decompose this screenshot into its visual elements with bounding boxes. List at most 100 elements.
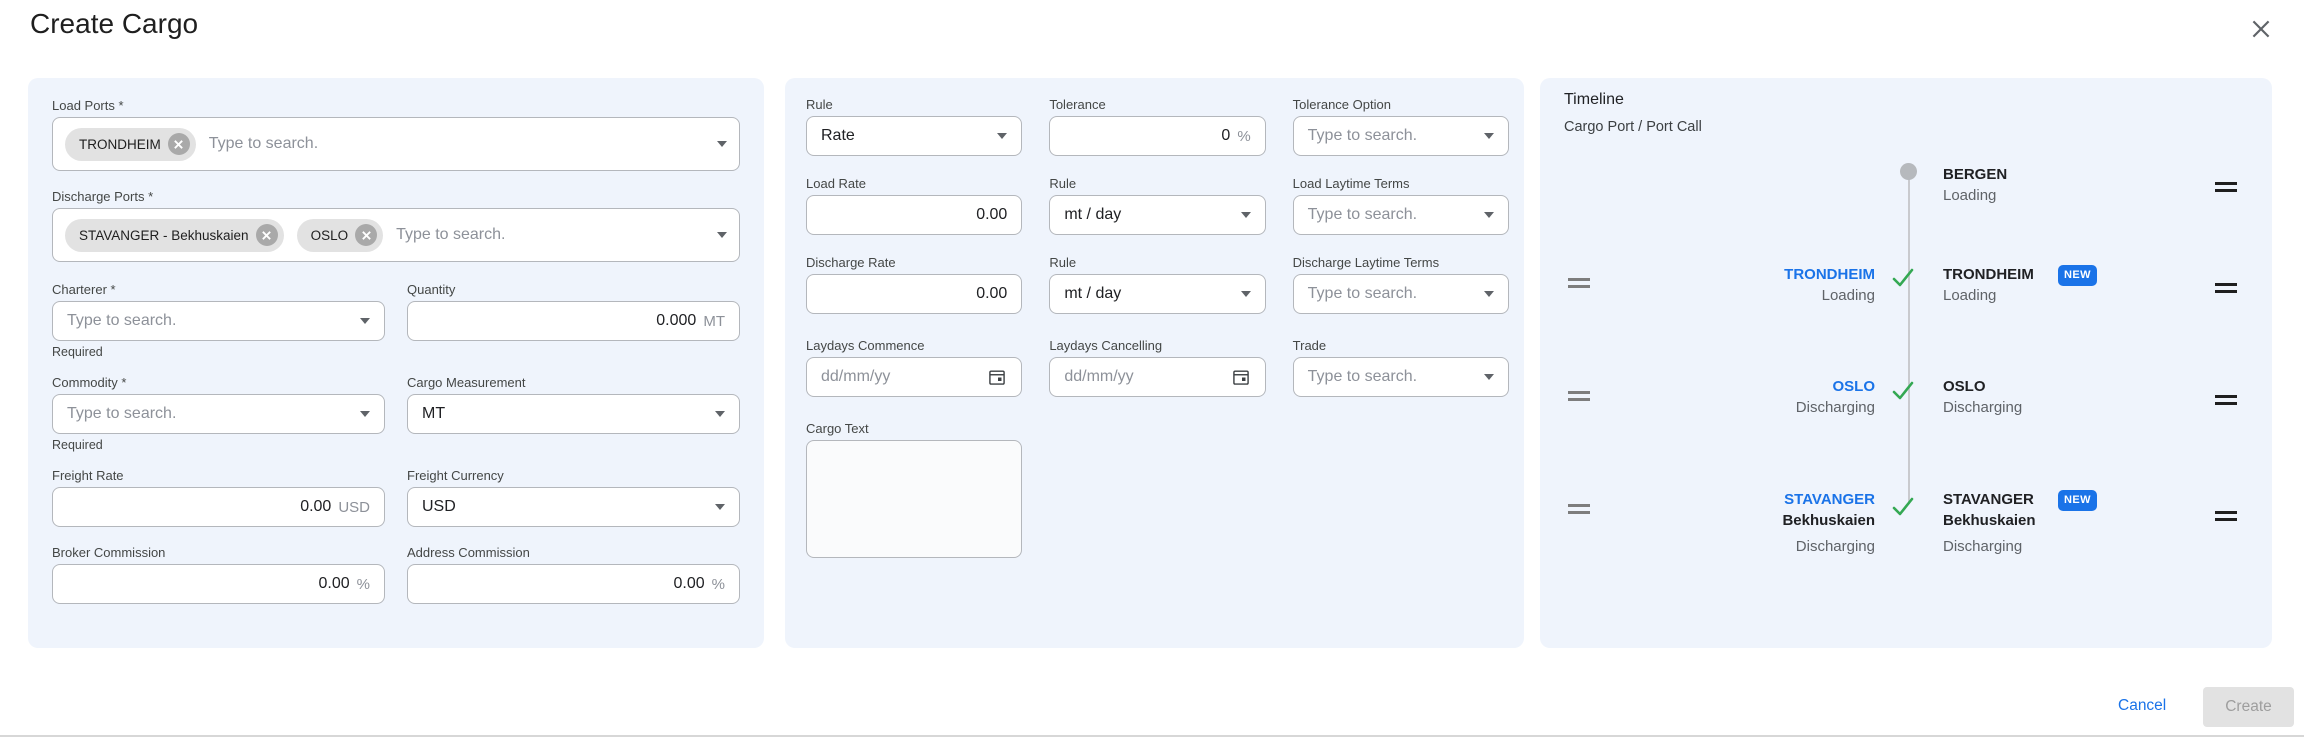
timeline-cargo-port: TRONDHEIM Loading <box>1784 266 1875 304</box>
port-chip: TRONDHEIM <box>65 127 196 161</box>
laydays-cancelling-input[interactable]: dd/mm/yy <box>1049 357 1266 397</box>
chevron-down-icon <box>1483 133 1494 139</box>
chevron-down-icon <box>1483 212 1494 218</box>
chevron-down-icon <box>717 141 727 147</box>
rule-select[interactable]: Rate <box>806 116 1023 156</box>
quantity-input[interactable]: 0.000 MT <box>407 301 740 341</box>
load-rate-rule-label: Rule <box>1049 176 1077 191</box>
timeline-title: Timeline <box>1564 91 1624 108</box>
load-ports-input[interactable]: TRONDHEIM Type to search. <box>52 117 740 171</box>
commodity-label: Commodity * <box>52 375 127 390</box>
tolerance-unit: % <box>1237 127 1251 145</box>
tolerance-option-select[interactable]: Type to search. <box>1292 116 1509 156</box>
drag-handle-icon[interactable] <box>2215 182 2237 192</box>
rule-label: Rule <box>806 97 833 112</box>
drag-handle-icon[interactable] <box>2215 283 2237 293</box>
chevron-down-icon <box>1483 374 1494 380</box>
port-chip-label: STAVANGER - Bekhuskaien <box>79 227 249 243</box>
freight-rate-label: Freight Rate <box>52 468 124 483</box>
load-laytime-terms-select[interactable]: Type to search. <box>1292 195 1509 235</box>
rates-laytime-panel: Rule Rate Tolerance 0 % Tolerance Option… <box>785 78 1524 648</box>
address-commission-input[interactable]: 0.00 % <box>407 564 740 604</box>
check-icon <box>1890 265 1916 296</box>
discharge-laytime-terms-select[interactable]: Type to search. <box>1292 274 1509 314</box>
cancel-button[interactable]: Cancel <box>2118 697 2167 714</box>
broker-commission-label: Broker Commission <box>52 545 166 560</box>
broker-commission-unit: % <box>356 575 370 593</box>
tolerance-input[interactable]: 0 % <box>1049 116 1266 156</box>
laydays-cancelling-label: Laydays Cancelling <box>1049 338 1163 353</box>
freight-rate-input[interactable]: 0.00 USD <box>52 487 385 527</box>
calendar-icon[interactable] <box>1231 367 1251 387</box>
chip-remove-icon[interactable] <box>167 133 190 155</box>
load-ports-label: Load Ports * <box>52 98 124 113</box>
laydays-commence-label: Laydays Commence <box>806 338 925 353</box>
tolerance-label: Tolerance <box>1049 97 1106 112</box>
tolerance-option-label: Tolerance Option <box>1292 97 1391 112</box>
cargo-details-panel: Load Ports * TRONDHEIM Type to search. D… <box>28 78 764 648</box>
discharge-rate-input[interactable]: 0.00 <box>806 274 1023 314</box>
cargo-text-input[interactable] <box>806 440 1022 558</box>
chevron-down-icon <box>1483 291 1494 297</box>
broker-commission-input[interactable]: 0.00 % <box>52 564 385 604</box>
port-chip-label: OSLO <box>310 227 349 243</box>
chevron-down-icon <box>1240 291 1251 297</box>
timeline-subtitle: Cargo Port / Port Call <box>1564 119 1702 135</box>
charterer-required-helper: Required <box>52 345 103 359</box>
timeline-port-call: BERGEN Loading <box>1943 166 2008 204</box>
trade-select[interactable]: Type to search. <box>1292 357 1509 397</box>
discharge-ports-placeholder: Type to search. <box>396 226 506 243</box>
discharge-rate-label: Discharge Rate <box>806 255 896 270</box>
chip-remove-icon[interactable] <box>355 224 378 246</box>
discharge-rate-rule-select[interactable]: mt / day <box>1049 274 1266 314</box>
timeline-port-call: OSLO Discharging <box>1943 378 2023 416</box>
port-chip: STAVANGER - Bekhuskaien <box>65 218 284 252</box>
chevron-down-icon <box>360 318 370 324</box>
timeline-cargo-port: STAVANGER Bekhuskaien Discharging <box>1782 491 1875 555</box>
commodity-select[interactable]: Type to search. <box>52 394 385 434</box>
create-button[interactable]: Create <box>2203 687 2294 727</box>
chevron-down-icon <box>997 133 1008 139</box>
port-chip: OSLO <box>296 218 384 252</box>
freight-currency-select[interactable]: USD <box>407 487 740 527</box>
background-divider <box>0 735 2304 737</box>
drag-handle-icon[interactable] <box>2215 511 2237 521</box>
drag-handle-icon[interactable] <box>2215 395 2237 405</box>
check-icon <box>1890 378 1916 409</box>
calendar-icon[interactable] <box>987 367 1007 387</box>
new-badge: NEW <box>2058 265 2097 286</box>
timeline-cargo-port: OSLO Discharging <box>1795 378 1875 416</box>
address-commission-unit: % <box>711 575 725 593</box>
load-ports-placeholder: Type to search. <box>208 135 319 152</box>
load-rate-label: Load Rate <box>806 176 866 191</box>
port-chip-label: TRONDHEIM <box>79 136 161 152</box>
discharge-ports-label: Discharge Ports * <box>52 189 154 204</box>
freight-rate-unit: USD <box>338 498 370 516</box>
drag-handle-icon[interactable] <box>1568 278 1590 288</box>
timeline-port-call: STAVANGER Bekhuskaien Discharging <box>1943 491 2036 555</box>
laydays-commence-input[interactable]: dd/mm/yy <box>806 357 1023 397</box>
chevron-down-icon <box>360 411 370 417</box>
discharge-rate-rule-label: Rule <box>1049 255 1077 270</box>
chip-remove-icon[interactable] <box>255 224 278 246</box>
chevron-down-icon <box>715 411 725 417</box>
freight-currency-label: Freight Currency <box>407 468 504 483</box>
chevron-down-icon <box>715 504 725 510</box>
load-rate-input[interactable]: 0.00 <box>806 195 1023 235</box>
quantity-unit: MT <box>703 312 725 330</box>
drag-handle-icon[interactable] <box>1568 391 1590 401</box>
chevron-down-icon <box>1240 212 1251 218</box>
close-icon[interactable] <box>2246 14 2276 44</box>
quantity-label: Quantity <box>407 282 456 297</box>
discharge-laytime-terms-label: Discharge Laytime Terms <box>1292 255 1440 270</box>
timeline-connector-line <box>1908 172 1910 504</box>
discharge-ports-input[interactable]: STAVANGER - Bekhuskaien OSLO Type to sea… <box>52 208 740 262</box>
cargo-text-label: Cargo Text <box>806 421 869 436</box>
charterer-select[interactable]: Type to search. <box>52 301 385 341</box>
new-badge: NEW <box>2058 490 2097 511</box>
drag-handle-icon[interactable] <box>1568 504 1590 514</box>
timeline-port-call: TRONDHEIM Loading <box>1943 266 2034 304</box>
cargo-measurement-select[interactable]: MT <box>407 394 740 434</box>
load-rate-rule-select[interactable]: mt / day <box>1049 195 1266 235</box>
